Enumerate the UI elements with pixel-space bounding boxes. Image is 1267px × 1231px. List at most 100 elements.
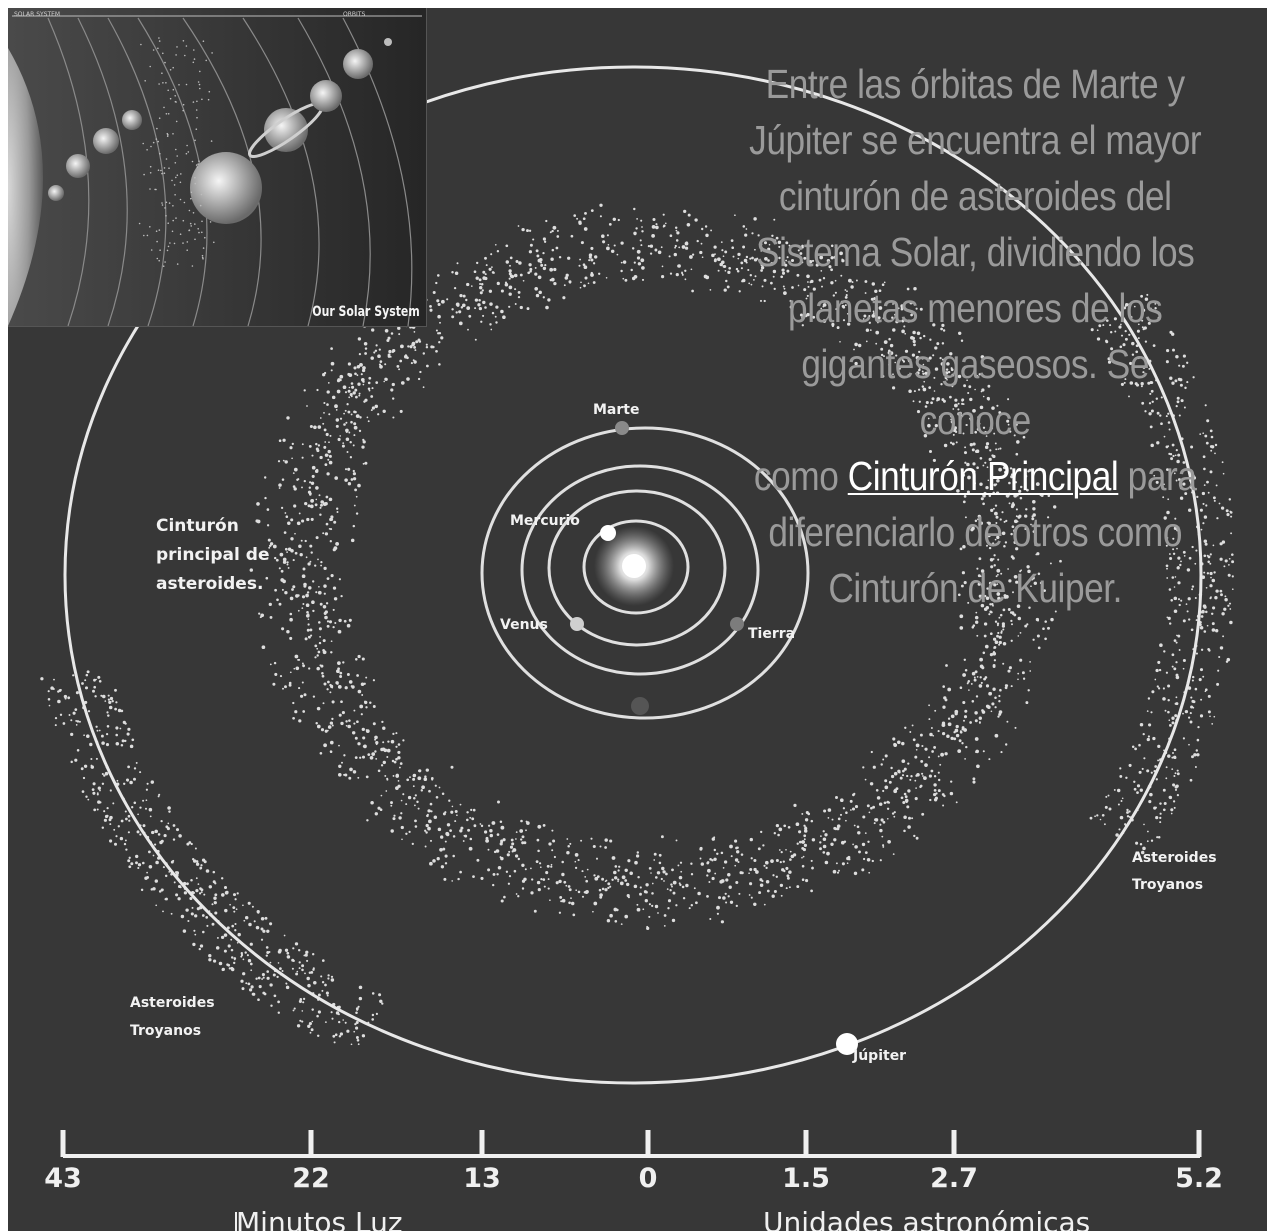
asteroid-dot [307,618,310,620]
trojan-dot [140,888,144,892]
asteroid-dot [470,808,473,812]
trojan-dot [243,919,246,922]
asteroid-dot [799,252,803,255]
asteroid-dot [1003,520,1006,523]
asteroid-dot [974,519,978,523]
asteroid-dot [301,607,304,609]
asteroid-dot [972,777,976,781]
asteroid-dot [1001,622,1006,626]
asteroid-dot [624,914,629,919]
asteroid-dot [372,722,376,726]
trojan-dot [205,869,210,873]
asteroid-dot [901,319,905,323]
trojan-dot [1189,712,1192,715]
trojan-dot [155,860,159,865]
inset-asteroid-dot [142,142,144,145]
asteroid-dot [690,903,694,907]
inset-asteroid-dot [195,128,198,130]
trojan-dot [101,826,105,829]
asteroid-dot [592,262,596,265]
asteroid-dot [421,785,425,790]
asteroid-dot [445,832,450,837]
asteroid-dot [963,719,965,722]
trojan-dot [1124,337,1128,341]
trojan-dot [378,993,382,997]
inset-planet [48,185,64,201]
asteroid-dot [864,832,867,834]
asteroid-dot [371,752,376,756]
asteroid-dot [648,915,651,918]
asteroid-dot [1031,517,1035,521]
inset-asteroid-dot [173,242,176,245]
asteroid-dot [521,863,525,867]
asteroid-dot [984,445,989,450]
trojan-dot [1185,603,1188,605]
trojan-dot [183,891,188,895]
trojan-dot [1107,360,1112,364]
asteroid-dot [1032,530,1036,533]
asteroid-dot [1006,720,1009,723]
trojan-dot [1126,808,1129,812]
asteroid-dot [784,263,788,267]
asteroid-dot [891,812,895,815]
trojan-dot [1220,593,1223,597]
asteroid-dot [303,582,307,587]
asteroid-dot [324,532,329,536]
asteroid-dot [432,345,435,349]
asteroid-dot [278,567,281,570]
trojan-dot [86,734,90,738]
asteroid-dot [366,819,369,822]
asteroid-dot [930,769,934,773]
asteroid-dot [395,786,399,790]
asteroid-dot [978,684,983,688]
asteroid-dot [923,776,927,780]
asteroid-dot [568,281,572,284]
asteroid-dot [641,266,645,270]
asteroid-dot [954,398,958,402]
cinturon-principal-link[interactable]: Cinturón Principal [847,453,1119,499]
asteroid-dot [375,344,378,347]
asteroid-dot [663,925,666,927]
asteroid-dot [474,298,479,302]
asteroid-dot [383,380,386,383]
asteroid-dot [315,591,318,594]
asteroid-dot [508,875,512,878]
asteroid-dot [957,593,961,597]
inset-asteroid-dot [161,204,164,206]
trojan-dot [1203,571,1206,574]
asteroid-dot [365,729,370,733]
asteroid-dot [459,829,463,833]
trojan-dot [101,772,104,776]
trojan-dot [206,924,209,927]
asteroid-dot [812,287,816,291]
asteroid-dot [304,539,307,543]
trojan-dot [211,903,214,906]
asteroid-dot [1011,556,1015,560]
asteroid-dot [391,759,395,763]
asteroid-dot [469,816,472,819]
asteroid-dot [990,598,994,601]
asteroid-dot [773,889,777,894]
asteroid-dot [994,706,997,709]
asteroid-dot [493,850,497,854]
trojan-dot [302,1001,305,1004]
trojan-dot [358,996,363,1001]
trojan-dot [1167,754,1171,758]
trojan-dot [316,1034,320,1038]
trojan-dot [230,938,233,941]
asteroid-dot [888,780,892,784]
asteroid-dot [617,880,619,883]
asteroid-dot [982,750,985,753]
asteroid-dot [964,758,966,760]
trojan-dot [1188,743,1190,746]
asteroid-dot [552,839,556,843]
trojan-dot [306,976,310,981]
trojan-dot [115,701,118,704]
asteroid-dot [492,271,495,274]
asteroid-dot [788,886,791,889]
asteroid-dot [320,728,325,732]
asteroid-dot [964,709,968,713]
asteroid-dot [344,391,348,394]
asteroid-dot [985,605,990,610]
asteroid-dot [470,285,473,287]
